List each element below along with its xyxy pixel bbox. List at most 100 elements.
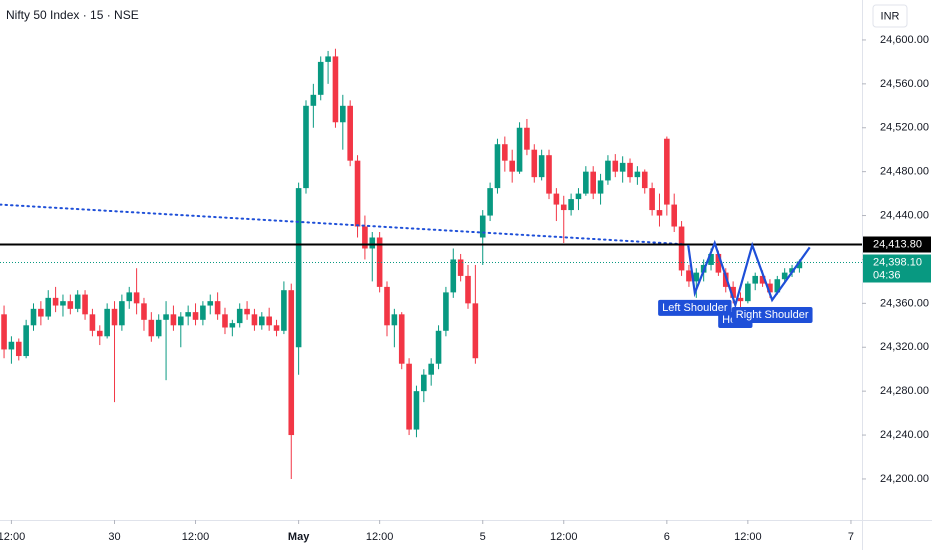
candle-body: [45, 297, 52, 317]
candle-body: [627, 162, 633, 178]
candle-body: [15, 341, 22, 357]
candle-body: [796, 261, 803, 269]
candle-body: [391, 314, 398, 326]
candle-body: [310, 94, 317, 106]
candle-body: [583, 171, 589, 194]
x-tick-label: 12:00: [366, 531, 394, 543]
candle-body: [745, 283, 751, 302]
candle-body: [509, 160, 515, 172]
candle-body: [170, 314, 177, 326]
candle-body: [38, 308, 44, 317]
candle-body: [8, 341, 15, 350]
trendline: [0, 203, 683, 246]
price-label: 24,398.10: [873, 256, 922, 268]
candle-body: [686, 270, 692, 282]
countdown: 04:36: [873, 269, 901, 281]
candle-body: [207, 301, 214, 306]
y-tick-label: 24,200.00: [880, 473, 929, 485]
candle-body: [656, 210, 663, 216]
candle-body: [148, 319, 155, 337]
candle-body: [251, 314, 258, 326]
candle-body: [708, 253, 714, 265]
candle-body: [369, 237, 376, 249]
candle-body: [406, 363, 412, 430]
x-tick-label: 12:00: [550, 531, 578, 543]
pattern-label: Left Shoulder: [662, 302, 728, 314]
candle-body: [200, 305, 206, 320]
candle-body: [634, 171, 641, 178]
pattern-label-box: [731, 307, 813, 324]
candle-body: [141, 303, 147, 320]
candle-body: [538, 155, 545, 178]
candle-body: [531, 149, 538, 178]
candle-body: [214, 301, 221, 315]
candle-body: [767, 283, 773, 293]
candle-body: [546, 155, 552, 194]
candle-body: [111, 308, 118, 326]
candle-body: [303, 105, 309, 189]
price-label: 24,413.80: [873, 238, 922, 250]
candle-body: [590, 171, 596, 194]
candle-body: [177, 316, 184, 326]
y-tick-label: 24,480.00: [880, 166, 929, 178]
y-tick-label: 24,600.00: [880, 34, 929, 46]
candle-body: [413, 391, 420, 430]
x-tick-label: 30: [108, 531, 120, 543]
candle-body: [126, 292, 133, 302]
candle-body: [30, 308, 37, 326]
x-tick-label: May: [288, 531, 310, 543]
price-label-box: [863, 236, 931, 253]
candle-body: [244, 308, 250, 315]
candle-body: [192, 312, 199, 320]
plot: Left ShoulderHeadRight Shoulder: [0, 48, 862, 479]
y-tick-label: 24,520.00: [880, 122, 929, 134]
currency: INR: [881, 10, 900, 22]
head-shoulders-pattern: [687, 239, 811, 309]
candle-body: [82, 294, 88, 315]
price-label-box: [863, 254, 931, 283]
y-tick-label: 24,240.00: [880, 429, 929, 441]
candle-body: [553, 193, 560, 205]
candle-body: [155, 319, 162, 337]
currency-box[interactable]: [872, 4, 908, 28]
y-tick-label: 24,360.00: [880, 297, 929, 309]
candle-body: [671, 204, 678, 227]
candle-body: [421, 374, 427, 392]
candle-body: [295, 188, 302, 348]
x-tick-label: 5: [480, 531, 486, 543]
candle-body: [325, 56, 331, 62]
candle-body: [89, 314, 96, 331]
candle-body: [605, 160, 611, 181]
x-tick-label: 6: [664, 531, 670, 543]
candle-body: [104, 308, 110, 337]
candle-body: [317, 61, 324, 95]
pattern-label: Right Shoulder: [736, 309, 809, 321]
candle-body: [575, 193, 582, 200]
candle-body: [119, 301, 125, 326]
candle-body: [67, 301, 74, 309]
chart-title: Nifty 50 Index · 15 · NSE: [6, 8, 139, 22]
candle-body: [479, 215, 486, 238]
candle-body: [472, 303, 479, 359]
candle-body: [494, 144, 501, 189]
candle-body: [730, 286, 736, 298]
candle-body: [641, 171, 648, 189]
candle-body: [222, 314, 228, 328]
candle-body: [619, 162, 626, 172]
candle-body: [288, 290, 295, 436]
candle-body: [781, 272, 788, 280]
candle-body: [74, 294, 81, 309]
candle-body: [347, 105, 353, 161]
candle-body: [428, 363, 434, 375]
candle-body: [163, 314, 169, 320]
candle-body: [354, 160, 361, 227]
x-tick-label: 12:00: [182, 531, 210, 543]
candle-body: [96, 330, 103, 337]
x-tick-label: 12:00: [0, 531, 25, 543]
candle-body: [332, 56, 339, 123]
candle-body: [259, 316, 265, 326]
candle-body: [435, 330, 442, 364]
candle-body: [759, 275, 766, 284]
